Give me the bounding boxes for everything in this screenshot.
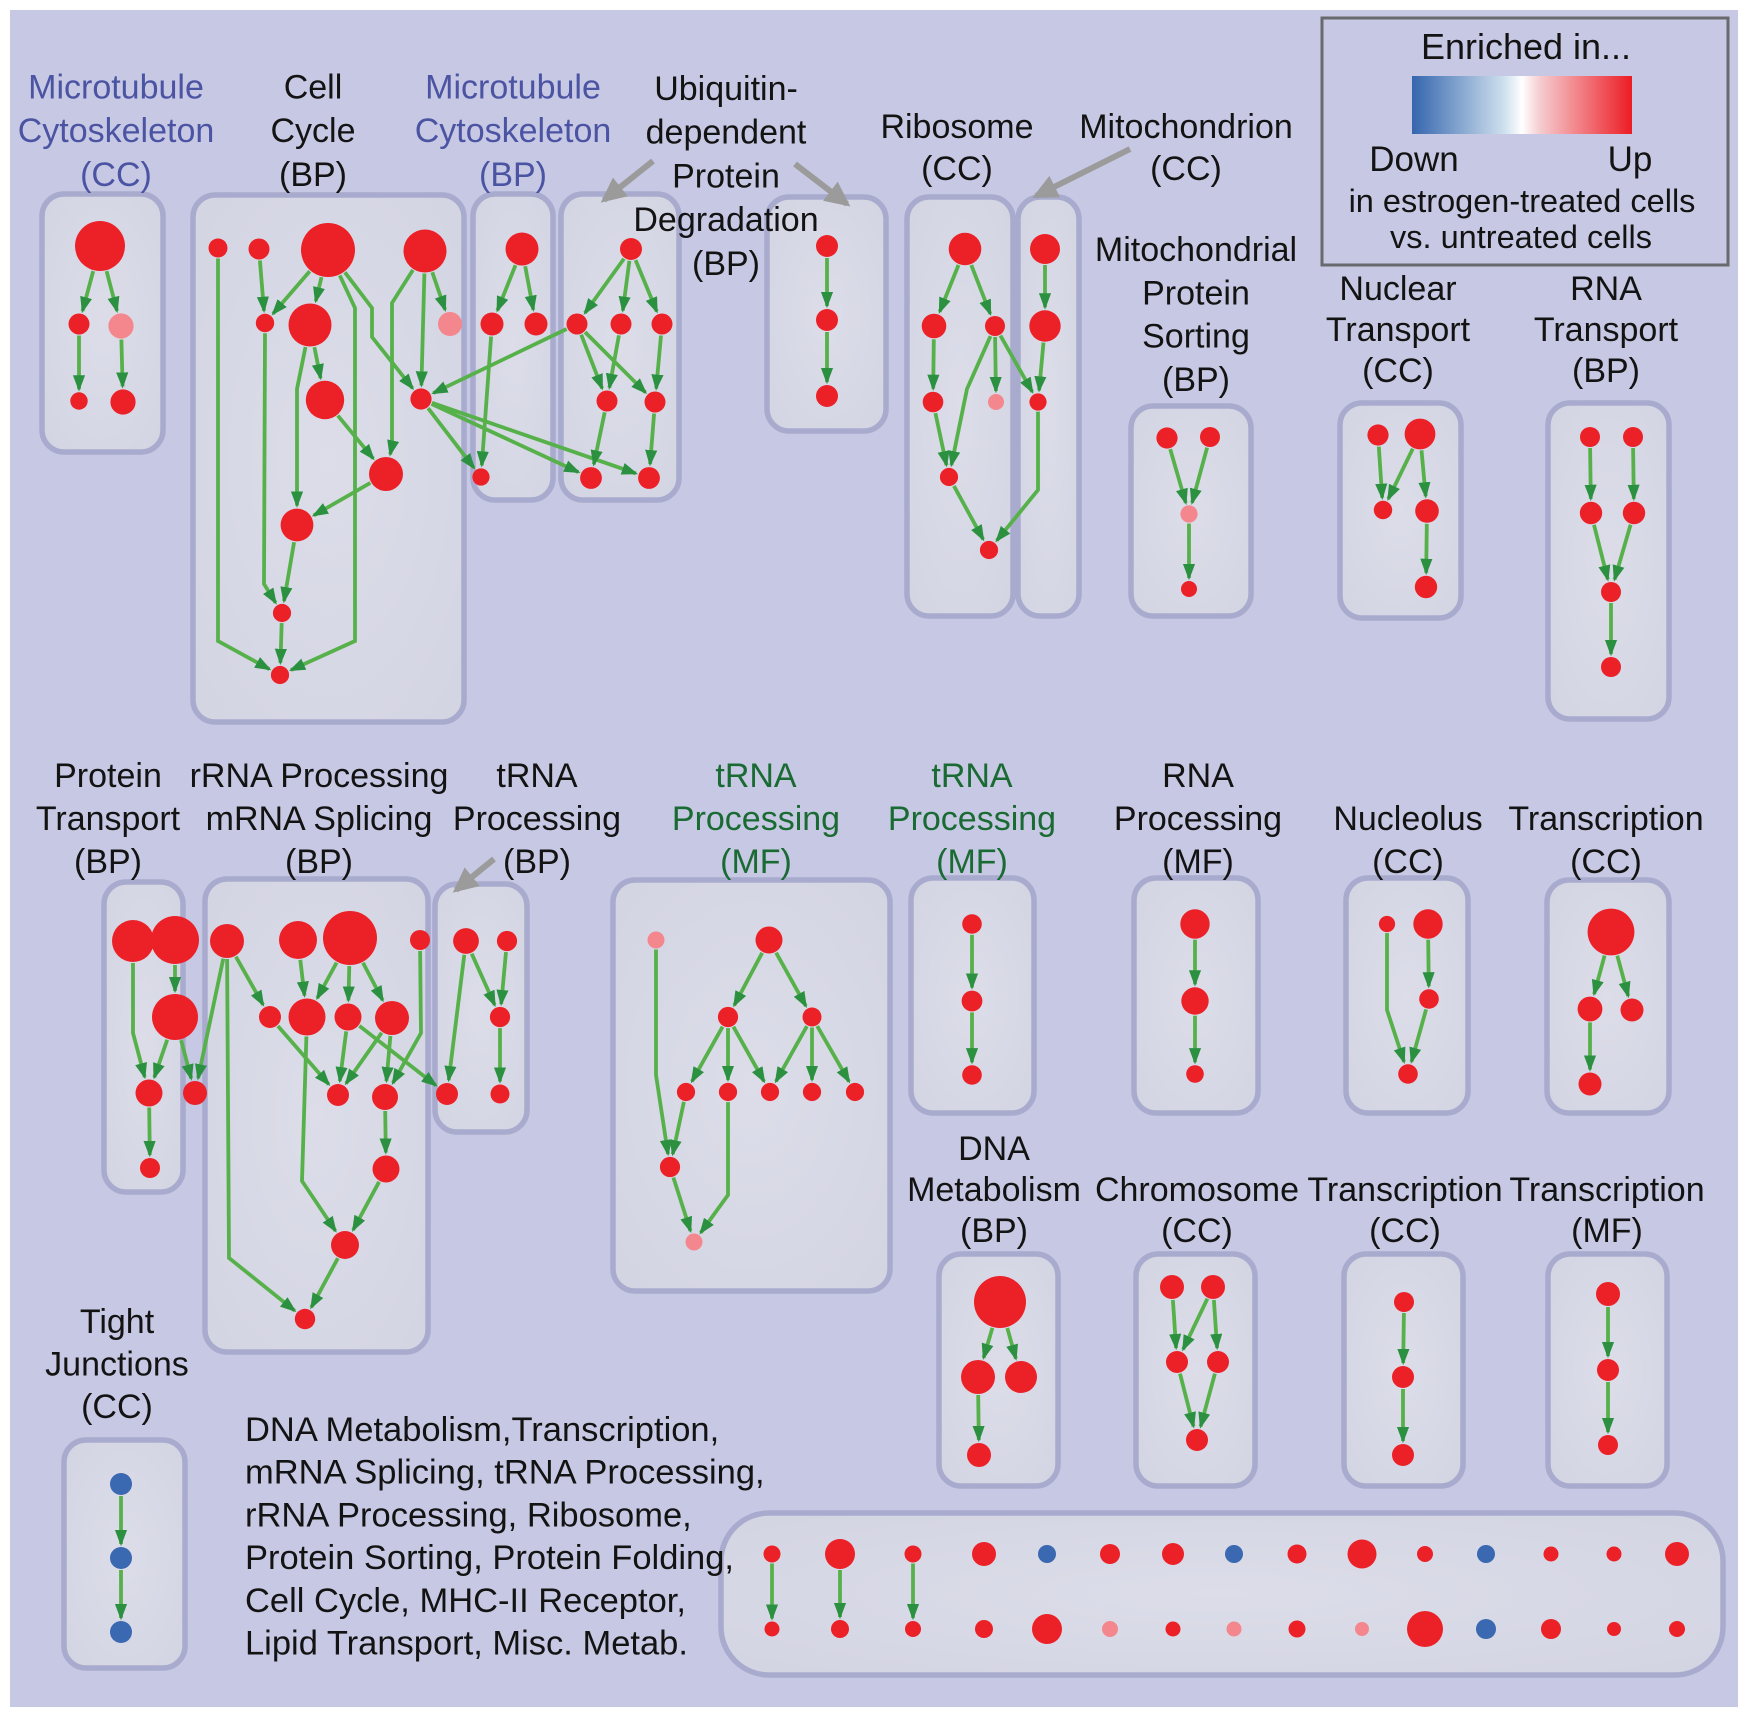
svg-text:(MF): (MF) xyxy=(720,843,792,881)
svg-text:Tight: Tight xyxy=(80,1303,155,1341)
svg-text:Processing: Processing xyxy=(1114,800,1282,838)
svg-text:DNA Metabolism,Transcription,: DNA Metabolism,Transcription, xyxy=(245,1411,719,1449)
svg-text:Nuclear: Nuclear xyxy=(1339,270,1456,308)
svg-text:(MF): (MF) xyxy=(936,843,1008,881)
svg-text:Microtubule: Microtubule xyxy=(28,69,204,107)
svg-text:in estrogen-treated cells: in estrogen-treated cells xyxy=(1349,183,1696,219)
svg-text:tRNA: tRNA xyxy=(931,757,1013,795)
svg-text:Chromosome: Chromosome xyxy=(1095,1171,1299,1209)
svg-text:(BP): (BP) xyxy=(285,843,353,881)
svg-text:RNA: RNA xyxy=(1162,757,1234,795)
svg-text:Transcription: Transcription xyxy=(1307,1171,1502,1209)
svg-text:Lipid Transport, Misc. Metab.: Lipid Transport, Misc. Metab. xyxy=(245,1625,688,1663)
svg-text:Transport: Transport xyxy=(1326,311,1471,349)
svg-text:(BP): (BP) xyxy=(692,245,760,283)
svg-text:Processing: Processing xyxy=(453,800,621,838)
svg-text:(CC): (CC) xyxy=(921,150,993,188)
svg-text:(BP): (BP) xyxy=(1162,361,1230,399)
svg-text:(BP): (BP) xyxy=(960,1212,1028,1250)
svg-text:Metabolism: Metabolism xyxy=(907,1171,1081,1209)
svg-text:Sorting: Sorting xyxy=(1142,318,1250,356)
svg-text:(CC): (CC) xyxy=(1150,150,1222,188)
svg-text:tRNA: tRNA xyxy=(496,757,578,795)
svg-text:Enriched in...: Enriched in... xyxy=(1421,26,1631,67)
svg-text:Ubiquitin-: Ubiquitin- xyxy=(654,70,798,108)
svg-text:Junctions: Junctions xyxy=(45,1346,189,1384)
svg-text:(CC): (CC) xyxy=(1369,1212,1441,1250)
svg-text:(MF): (MF) xyxy=(1162,843,1234,881)
svg-text:Cycle: Cycle xyxy=(270,112,355,150)
svg-text:Cell: Cell xyxy=(284,69,343,107)
svg-text:Down: Down xyxy=(1369,140,1458,179)
svg-text:Cytoskeleton: Cytoskeleton xyxy=(415,112,612,150)
svg-text:(BP): (BP) xyxy=(1572,352,1640,390)
svg-text:mRNA Splicing, tRNA Processing: mRNA Splicing, tRNA Processing, xyxy=(245,1454,765,1492)
svg-text:Degradation: Degradation xyxy=(633,201,818,239)
svg-text:Ribosome: Ribosome xyxy=(880,108,1033,146)
svg-text:Microtubule: Microtubule xyxy=(425,69,601,107)
svg-text:(CC): (CC) xyxy=(1570,843,1642,881)
svg-text:Protein Sorting, Protein Foldi: Protein Sorting, Protein Folding, xyxy=(245,1539,734,1577)
svg-text:Protein: Protein xyxy=(1142,274,1250,312)
svg-text:(BP): (BP) xyxy=(279,156,347,194)
svg-text:Protein: Protein xyxy=(54,757,162,795)
svg-text:Cytoskeleton: Cytoskeleton xyxy=(18,112,215,150)
svg-text:Transcription: Transcription xyxy=(1508,800,1703,838)
svg-text:Processing: Processing xyxy=(888,800,1056,838)
svg-text:Processing: Processing xyxy=(672,800,840,838)
svg-text:mRNA Splicing: mRNA Splicing xyxy=(206,800,433,838)
svg-text:rRNA Processing: rRNA Processing xyxy=(190,757,449,795)
svg-text:(CC): (CC) xyxy=(1372,843,1444,881)
svg-text:(BP): (BP) xyxy=(479,156,547,194)
svg-text:rRNA Processing, Ribosome,: rRNA Processing, Ribosome, xyxy=(245,1496,692,1534)
svg-text:vs. untreated cells: vs. untreated cells xyxy=(1390,219,1652,255)
svg-text:Protein: Protein xyxy=(672,157,780,195)
svg-text:tRNA: tRNA xyxy=(715,757,797,795)
svg-text:RNA: RNA xyxy=(1570,270,1642,308)
svg-text:(CC): (CC) xyxy=(80,156,152,194)
svg-text:(BP): (BP) xyxy=(503,843,571,881)
svg-text:Mitochondrion: Mitochondrion xyxy=(1079,108,1293,146)
svg-text:Transport: Transport xyxy=(1534,311,1679,349)
svg-text:dependent: dependent xyxy=(646,114,807,152)
svg-text:DNA: DNA xyxy=(958,1130,1030,1168)
svg-text:Transcription: Transcription xyxy=(1509,1171,1704,1209)
svg-text:(CC): (CC) xyxy=(1362,352,1434,390)
svg-text:Transport: Transport xyxy=(36,800,181,838)
svg-text:(CC): (CC) xyxy=(81,1388,153,1426)
svg-text:(MF): (MF) xyxy=(1571,1212,1643,1250)
svg-text:Nucleolus: Nucleolus xyxy=(1333,800,1482,838)
svg-text:Cell Cycle, MHC-II Receptor,: Cell Cycle, MHC-II Receptor, xyxy=(245,1582,686,1620)
svg-text:(CC): (CC) xyxy=(1161,1212,1233,1250)
svg-text:(BP): (BP) xyxy=(74,843,142,881)
svg-text:Up: Up xyxy=(1608,140,1653,179)
svg-text:Mitochondrial: Mitochondrial xyxy=(1095,231,1297,269)
